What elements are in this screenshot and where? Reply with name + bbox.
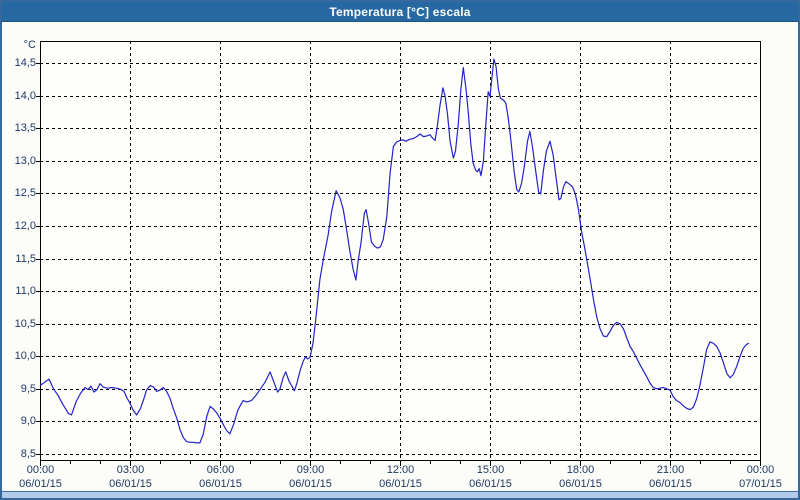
x-tick-date-label: 06/01/15 [649, 478, 692, 490]
y-tick-label: 12,5 [14, 187, 36, 199]
x-tick-time-label: 06:00 [206, 464, 235, 476]
x-tick-date-label: 06/01/15 [379, 478, 422, 490]
y-tick-label: 13,0 [14, 155, 36, 167]
y-tick-label: 9,0 [20, 415, 36, 427]
x-tick-date-label: 06/01/15 [559, 478, 602, 490]
x-tick-date-label: 06/01/15 [199, 478, 242, 490]
x-tick-time-label: 00:00 [26, 464, 55, 476]
x-tick-time-label: 15:00 [476, 464, 505, 476]
y-tick-label: 8,5 [20, 448, 36, 460]
x-tick-time-label: 18:00 [566, 464, 595, 476]
x-tick-date-label: 06/01/15 [19, 478, 62, 490]
x-tick-date-label: 06/01/15 [469, 478, 512, 490]
x-tick-date-label: 07/01/15 [739, 478, 782, 490]
x-tick-date-label: 06/01/15 [109, 478, 152, 490]
y-tick-label: 14,5 [14, 57, 36, 69]
x-tick-date-label: 06/01/15 [289, 478, 332, 490]
chart-area: °C 14,5 14,0 13,5 13,0 12,5 12,0 11,5 11,0 10,5 1… [2, 22, 798, 498]
x-tick-time-label: 03:00 [116, 464, 145, 476]
y-tick-label: 10,0 [14, 350, 36, 362]
y-tick-label: 14,0 [14, 90, 36, 102]
plot-canvas [36, 41, 761, 466]
temperature-line [39, 58, 750, 444]
window-title: Temperatura [°C] escala [329, 5, 471, 19]
x-tick-time-label: 21:00 [656, 464, 685, 476]
x-tick-time-label: 12:00 [386, 464, 415, 476]
y-axis-unit-label: °C [23, 39, 36, 51]
y-tick-label: 13,5 [14, 122, 36, 134]
y-tick-label: 11,5 [15, 253, 36, 265]
y-tick-label: 9,5 [20, 383, 36, 395]
bottom-strip [2, 491, 798, 498]
y-tick-label: 12,0 [14, 220, 36, 232]
window-titlebar[interactable]: Temperatura [°C] escala [2, 2, 798, 22]
y-tick-label: 11,0 [15, 285, 36, 297]
x-tick-time-label: 00:00 [746, 464, 775, 476]
y-tick-label: 10,5 [14, 318, 36, 330]
x-tick-time-label: 09:00 [296, 464, 325, 476]
